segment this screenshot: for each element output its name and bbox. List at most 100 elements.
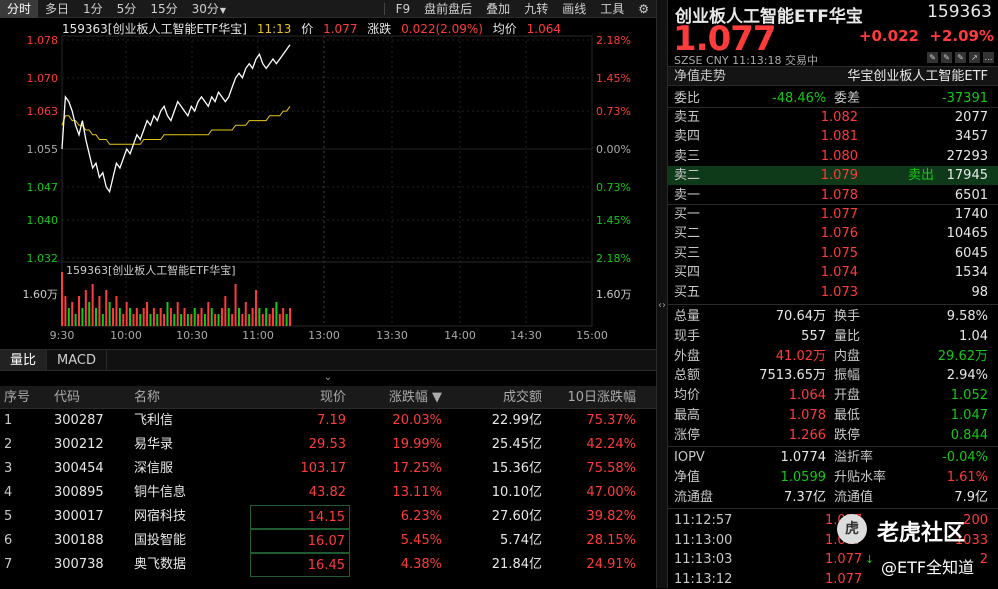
stat-value: 7.9亿 (954, 490, 988, 505)
order-book-row[interactable]: 买二 1.076 10465 (668, 224, 998, 243)
stat-label: 净值 (674, 470, 701, 485)
edit-icon[interactable]: ✎ (941, 52, 952, 63)
share-icon[interactable]: ↗ (969, 52, 980, 63)
order-ratio-row: 委比 -48.46% 委差 -37391 (668, 89, 998, 108)
tab-5min[interactable]: 5分 (116, 1, 137, 16)
nine-turn-button[interactable]: 九转 (524, 1, 549, 16)
volume-bar (84, 290, 87, 326)
order-book-row[interactable]: 卖五 1.082 2077 (668, 108, 998, 127)
header-index[interactable]: 序号 (4, 390, 31, 405)
volume-axis-label: 1.60万 (23, 288, 59, 301)
order-book-row[interactable]: 卖一 1.078 6501 (668, 186, 998, 205)
volume-bar (64, 296, 67, 326)
y-tick-label-pct: 2.18% (596, 252, 631, 265)
order-book-row[interactable]: 买一 1.077 1740 (668, 205, 998, 224)
collapse-icon[interactable]: ⌄ (323, 372, 333, 383)
order-book-row[interactable]: 卖三 1.080 27293 (668, 147, 998, 166)
panel-divider[interactable]: ‹› (656, 0, 668, 588)
row-turnover: 21.84亿 (491, 557, 542, 572)
y-tick-label: 1.063 (27, 105, 59, 118)
row-name: 国投智能 (134, 533, 187, 548)
cursor-time: 11:13 (256, 22, 292, 36)
stat-value: 0.844 (950, 427, 988, 443)
tab-30min[interactable]: 30分▼ (185, 0, 233, 18)
table-row[interactable]: 2 300212 易华录 29.53 19.99% 25.45亿 42.24% (0, 433, 656, 457)
divider (668, 204, 998, 205)
quote-panel: 创业板人工智能ETF华宝 159363 1.077 +0.022 +2.09% … (668, 0, 998, 588)
tab-1min[interactable]: 1分 (83, 1, 103, 16)
period-toolbar: 分时 多日 1分 5分 15分 30分▼ F9 盘前盘后 叠加 九转 画线 工具… (0, 0, 656, 18)
table-row[interactable]: 1 300287 飞利信 7.19 20.03% 22.99亿 75.37% (0, 409, 656, 433)
overlay-button[interactable]: 叠加 (486, 1, 511, 16)
pencil-icon[interactable]: ✎ (927, 52, 938, 63)
header-turnover[interactable]: 成交额 (502, 390, 542, 405)
draw-line-button[interactable]: 画线 (562, 1, 587, 16)
book-level-label: 卖一 (674, 187, 701, 203)
row-name: 易华录 (134, 437, 174, 452)
settings-icon[interactable]: ⚙ (638, 1, 649, 16)
tab-macd[interactable]: MACD (47, 350, 107, 370)
order-book-row[interactable]: 卖四 1.081 3457 (668, 127, 998, 146)
tab-volume-ratio[interactable]: 量比 (0, 350, 48, 370)
tick-time: 11:13:00 (674, 532, 733, 548)
nav-fund-name: 华宝创业板人工智能ETF (847, 69, 988, 84)
volume-bar (224, 296, 227, 326)
security-name: 159363[创业板人工智能ETF华宝] (62, 22, 247, 36)
row-code: 300188 (54, 533, 104, 548)
volume-bar (261, 314, 264, 326)
volume-bar (278, 314, 281, 326)
order-book-row[interactable]: 买三 1.075 6045 (668, 244, 998, 263)
volume-bar (156, 314, 159, 326)
header-change[interactable]: 涨跌幅 ▼ (388, 390, 442, 405)
intraday-chart[interactable]: 1.078 2.18% 1.070 1.45% 1.063 0.73% 1.055 0.00%… (0, 18, 656, 348)
order-book-row[interactable]: 买四 1.074 1534 (668, 263, 998, 282)
avg-label: 均价 (492, 22, 517, 36)
nav-bar[interactable]: 净值走势 华宝创业板人工智能ETF (668, 66, 998, 86)
tab-30min-label: 30分 (191, 1, 219, 16)
book-volume: 6045 (954, 245, 988, 261)
header-10d-change[interactable]: 10日涨跌幅 (567, 390, 636, 405)
header-price[interactable]: 现价 (319, 390, 346, 405)
volume-bar (159, 308, 162, 326)
tab-intraday[interactable]: 分时 (0, 0, 39, 18)
order-book-row[interactable]: 买五 1.073 98 (668, 283, 998, 302)
f9-button[interactable]: F9 (395, 1, 411, 16)
table-row[interactable]: 5 300017 网宿科技 14.15 6.23% 27.60亿 39.82% (0, 505, 656, 529)
row-index: 1 (4, 413, 13, 428)
volume-bar (268, 314, 271, 326)
nav-trend-label[interactable]: 净值走势 (674, 69, 727, 84)
volume-bar (125, 302, 128, 326)
table-row[interactable]: 3 300454 深信服 103.17 17.25% 15.36亿 75.58% (0, 457, 656, 481)
row-price: 14.15 (250, 505, 350, 529)
stat-label: 流通值 (834, 490, 874, 505)
row-10d-change: 28.15% (586, 533, 636, 548)
row-10d-change: 47.00% (586, 485, 636, 500)
x-tick-label: 14:30 (510, 329, 542, 342)
row-name: 飞利信 (134, 413, 174, 428)
stat-label: 开盘 (834, 388, 861, 404)
table-row[interactable]: 6 300188 国投智能 16.07 5.45% 5.74亿 28.15% (0, 529, 656, 553)
table-row[interactable]: 7 300738 奥飞数据 16.45 4.38% 21.84亿 24.91% (0, 553, 656, 577)
tab-15min[interactable]: 15分 (150, 1, 178, 16)
market-meta: SZSE CNY 11:13:18 交易中 (674, 54, 818, 67)
header-code[interactable]: 代码 (54, 390, 81, 405)
volume-bar (135, 308, 138, 326)
row-code: 300454 (54, 461, 104, 476)
header-name[interactable]: 名称 (134, 390, 161, 405)
tick-volume: 1033 (954, 532, 988, 548)
order-diff-value: -37391 (941, 91, 988, 106)
order-book-row[interactable]: 卖二 1.079 卖出 17945 (668, 166, 998, 186)
stat-value: 1.0774 (780, 450, 827, 465)
book-level-label: 买一 (674, 207, 701, 222)
table-row[interactable]: 4 300895 铜牛信息 43.82 13.11% 10.10亿 47.00% (0, 481, 656, 505)
book-price: 1.076 (820, 226, 858, 242)
stat-row: IOPV 1.0774 溢折率 -0.04% (668, 448, 998, 468)
premarket-button[interactable]: 盘前盘后 (424, 1, 473, 16)
note-icon[interactable]: ✎ (955, 52, 966, 63)
tab-multiday[interactable]: 多日 (45, 1, 70, 16)
row-price: 43.82 (308, 485, 346, 500)
row-change: 4.38% (400, 557, 442, 572)
tools-button[interactable]: 工具 (600, 1, 625, 16)
more-icon[interactable]: … (983, 52, 994, 63)
book-level-label: 卖五 (674, 110, 701, 125)
